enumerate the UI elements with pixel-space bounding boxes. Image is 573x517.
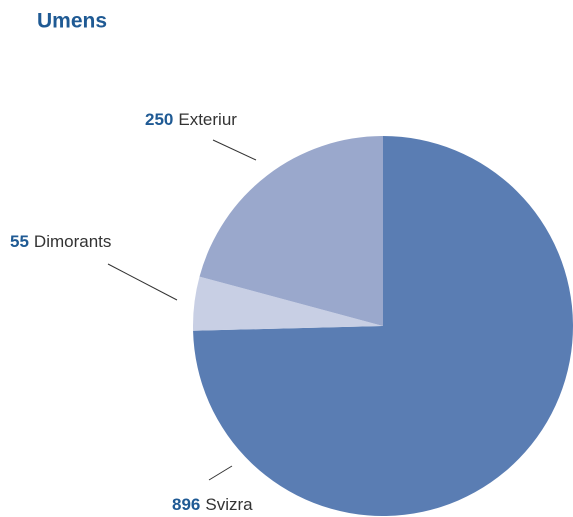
slice-value: 250 [145,110,173,129]
slice-value: 55 [10,232,29,251]
leader-line [212,139,257,161]
pie-slice [193,276,383,331]
slice-name: Svizra [205,495,253,514]
slice-label: 896 Svizra [172,495,253,514]
pie-slice [199,136,383,326]
slice-label: 55 Dimorants [10,232,111,251]
slice-name: Dimorants [34,232,111,251]
pie-slice [193,136,573,516]
slice-value: 896 [172,495,200,514]
leader-line [208,465,233,481]
leader-line [107,263,178,301]
chart-title: Umens [37,10,107,33]
slice-label: 250 Exteriur [145,110,237,129]
slice-name: Exteriur [178,110,237,129]
